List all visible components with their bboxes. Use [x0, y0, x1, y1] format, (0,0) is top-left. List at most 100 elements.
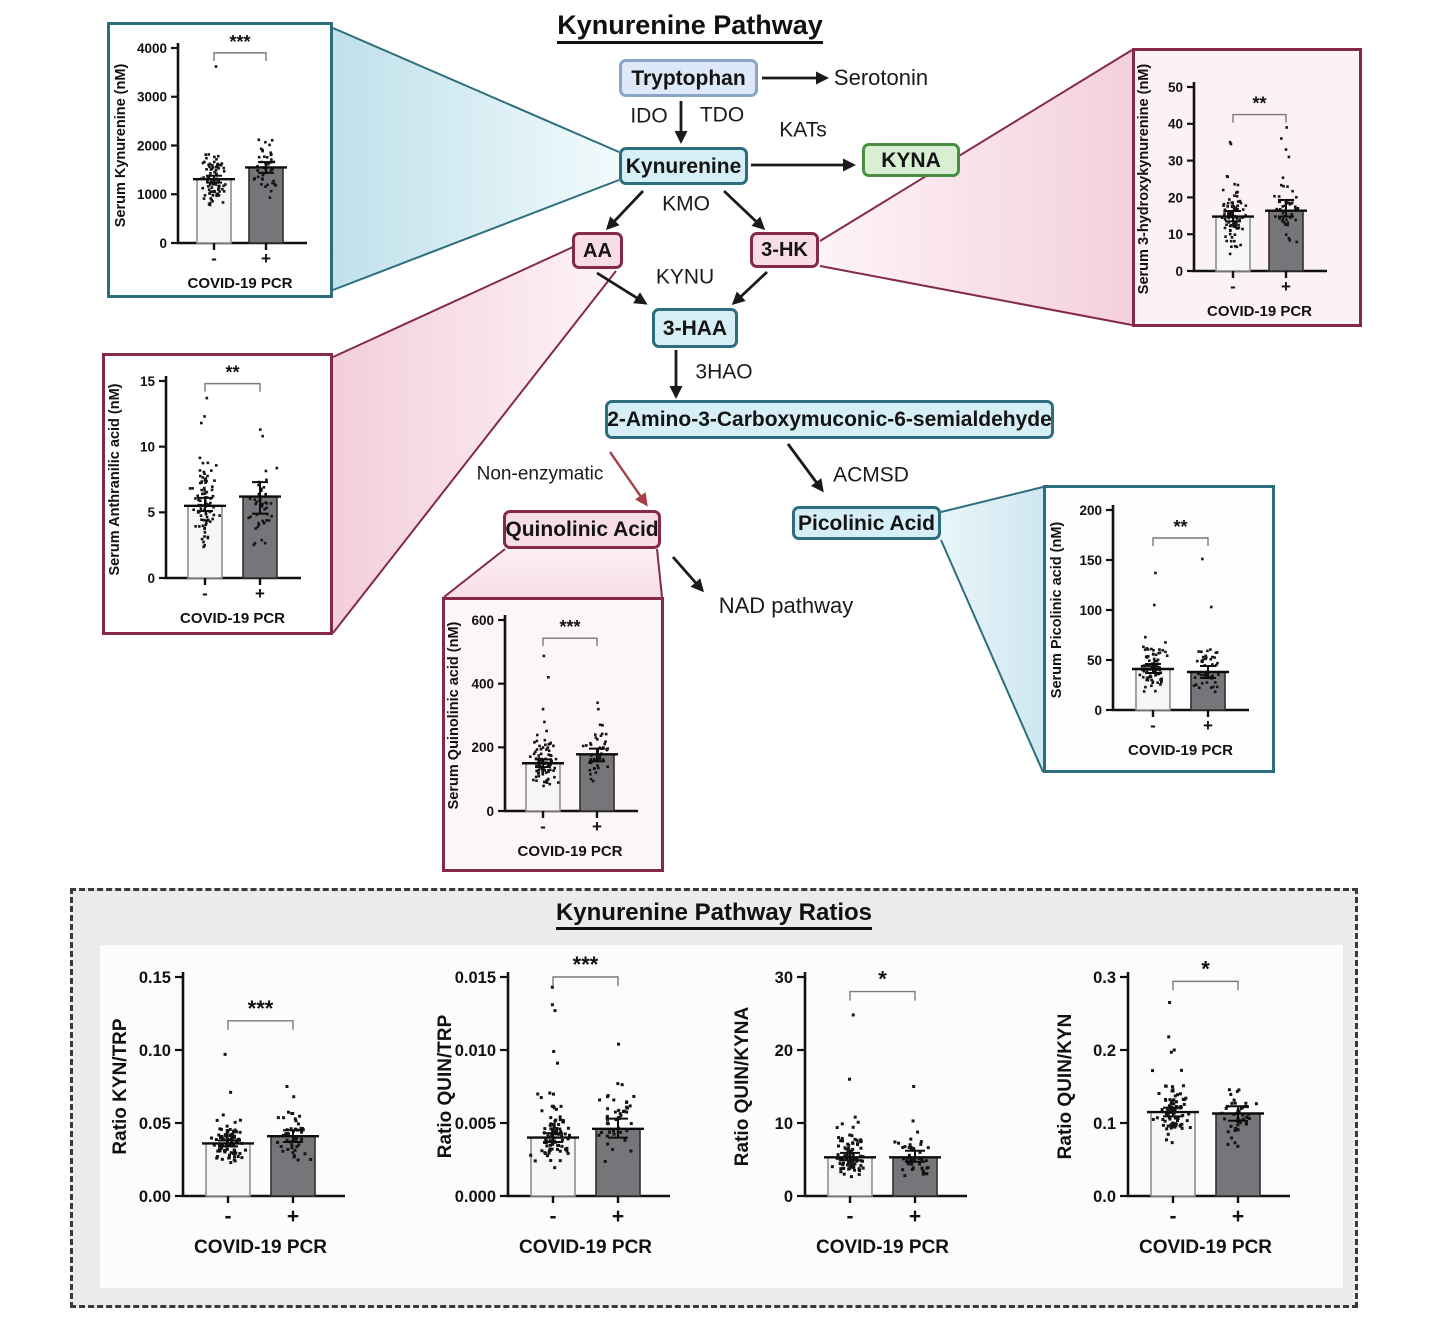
- svg-text:0.005: 0.005: [455, 1115, 496, 1133]
- node-acms: 2-Amino-3-Carboxymuconic-6-semialdehyde: [605, 400, 1054, 439]
- svg-text:-: -: [211, 249, 217, 268]
- svg-text:***: ***: [229, 32, 250, 52]
- svg-text:0: 0: [1175, 264, 1183, 279]
- svg-text:-: -: [1230, 277, 1236, 296]
- svg-text:20: 20: [1168, 190, 1183, 205]
- picolinic-callout: [941, 487, 1043, 772]
- svg-text:4000: 4000: [137, 41, 167, 56]
- svg-text:-: -: [225, 1205, 232, 1228]
- chart-serum-quinolinic-acid: 0 200 400 600 Serum Quinolinic acid (nM) - + **…: [442, 597, 664, 872]
- chart-ratio-quin-kyn: 0.0 0.1 0.2 0.3 Ratio QUIN/KYN - + * COVID-19 PC…: [1045, 956, 1355, 1286]
- svg-text:COVID-19 PCR: COVID-19 PCR: [187, 275, 292, 292]
- node-tryptophan: Tryptophan: [619, 59, 758, 97]
- svg-text:0: 0: [147, 571, 155, 586]
- svg-text:15: 15: [140, 374, 156, 389]
- pathway-arrow: [609, 451, 648, 507]
- svg-text:**: **: [225, 363, 239, 383]
- label-nad-pathway: NAD pathway: [718, 593, 854, 618]
- svg-text:0.15: 0.15: [139, 969, 171, 987]
- svg-text:30: 30: [775, 969, 793, 987]
- pathway-arrow: [605, 190, 645, 231]
- node-kyna: KYNA: [862, 143, 960, 177]
- label-kmo: KMO: [662, 192, 710, 216]
- svg-text:+: +: [1232, 1205, 1244, 1228]
- label-kynu: KYNU: [655, 265, 715, 289]
- aa-callout: [333, 247, 616, 633]
- chart-serum-picolinic-acid: 0 50 100 150 200 Serum Picolinic acid (nM) - + *…: [1043, 485, 1275, 773]
- svg-text:COVID-19 PCR: COVID-19 PCR: [816, 1237, 949, 1258]
- pathway-arrow: [731, 270, 768, 306]
- ratios-panel: Kynurenine Pathway Ratios: [70, 888, 1358, 1308]
- svg-text:0.010: 0.010: [455, 1042, 496, 1060]
- svg-text:COVID-19 PCR: COVID-19 PCR: [194, 1237, 327, 1258]
- pathway-arrow: [723, 189, 766, 231]
- svg-text:Ratio QUIN/KYN: Ratio QUIN/KYN: [1055, 1014, 1076, 1160]
- svg-text:40: 40: [1168, 117, 1183, 132]
- pathway-arrow: [786, 443, 824, 493]
- svg-text:3000: 3000: [137, 90, 167, 105]
- svg-text:*: *: [1201, 956, 1210, 981]
- svg-text:10: 10: [1168, 227, 1183, 242]
- page-title: Kynurenine Pathway: [500, 10, 880, 44]
- svg-text:+: +: [909, 1205, 921, 1228]
- pathway-arrow: [671, 556, 704, 593]
- svg-text:5: 5: [147, 505, 155, 520]
- ratios-panel-title-text: Kynurenine Pathway Ratios: [555, 899, 873, 930]
- svg-text:2000: 2000: [137, 138, 167, 153]
- svg-text:-: -: [202, 584, 208, 603]
- svg-text:0.2: 0.2: [1093, 1042, 1116, 1060]
- label-ido: IDO: [630, 104, 668, 128]
- svg-text:-: -: [550, 1205, 557, 1228]
- svg-text:+: +: [592, 817, 602, 836]
- svg-text:***: ***: [559, 617, 580, 637]
- svg-text:-: -: [540, 817, 546, 836]
- chart-ratio-quin-trp: 0.000 0.005 0.010 0.015 Ratio QUIN/TRP - + *** C…: [425, 952, 735, 1286]
- chart-ratio-kyn-trp: 0.00 0.05 0.10 0.15 Ratio KYN/TRP - + *** COVID-…: [100, 956, 410, 1286]
- label-acmsd: ACMSD: [833, 463, 909, 487]
- svg-text:COVID-19 PCR: COVID-19 PCR: [517, 843, 622, 860]
- svg-text:0.000: 0.000: [455, 1188, 496, 1206]
- node-three-haa: 3-HAA: [652, 308, 738, 348]
- svg-text:10: 10: [140, 440, 155, 455]
- svg-text:0.015: 0.015: [455, 969, 496, 987]
- svg-text:0: 0: [1094, 703, 1102, 718]
- svg-text:Ratio QUIN/KYNA: Ratio QUIN/KYNA: [732, 1007, 753, 1167]
- svg-text:+: +: [1281, 277, 1291, 296]
- svg-text:200: 200: [1079, 503, 1102, 518]
- svg-text:***: ***: [248, 996, 274, 1021]
- chart-serum-3-hydroxykynurenine: 0 10 20 30 40 50 Serum 3-hydroxykynurenine (nM…: [1132, 48, 1362, 327]
- svg-text:COVID-19 PCR: COVID-19 PCR: [519, 1237, 652, 1258]
- quinolinic-callout: [444, 549, 662, 597]
- svg-text:COVID-19 PCR: COVID-19 PCR: [1207, 303, 1312, 320]
- svg-text:+: +: [261, 249, 271, 268]
- node-kynurenine: Kynurenine: [619, 147, 748, 185]
- svg-text:0.10: 0.10: [139, 1042, 171, 1060]
- svg-text:Ratio QUIN/TRP: Ratio QUIN/TRP: [435, 1014, 456, 1158]
- svg-text:+: +: [1203, 716, 1213, 735]
- node-quinolinic-acid: Quinolinic Acid: [503, 510, 661, 549]
- svg-text:Serum Anthranilic acid (nM): Serum Anthranilic acid (nM): [107, 383, 123, 575]
- svg-text:COVID-19 PCR: COVID-19 PCR: [1128, 742, 1233, 759]
- svg-text:0.0: 0.0: [1093, 1188, 1116, 1206]
- ratios-panel-inner: [100, 945, 1343, 1288]
- svg-text:1000: 1000: [137, 187, 167, 202]
- svg-text:50: 50: [1168, 80, 1183, 95]
- hk-callout: [820, 50, 1132, 325]
- svg-text:+: +: [287, 1205, 299, 1228]
- node-aa: AA: [572, 232, 623, 269]
- svg-text:100: 100: [1079, 603, 1102, 618]
- node-three-hk: 3-HK: [750, 232, 819, 268]
- svg-text:Serum Kynurenine (nM): Serum Kynurenine (nM): [113, 64, 129, 228]
- svg-text:-: -: [1150, 716, 1156, 735]
- svg-text:0.00: 0.00: [139, 1188, 171, 1206]
- node-picolinic-acid: Picolinic Acid: [792, 506, 941, 540]
- svg-text:Serum Picolinic acid (nM): Serum Picolinic acid (nM): [1049, 522, 1065, 699]
- svg-text:50: 50: [1087, 653, 1102, 668]
- svg-text:+: +: [612, 1205, 624, 1228]
- svg-text:10: 10: [775, 1115, 793, 1133]
- label-threehao: 3HAO: [695, 360, 753, 384]
- svg-text:20: 20: [775, 1042, 793, 1060]
